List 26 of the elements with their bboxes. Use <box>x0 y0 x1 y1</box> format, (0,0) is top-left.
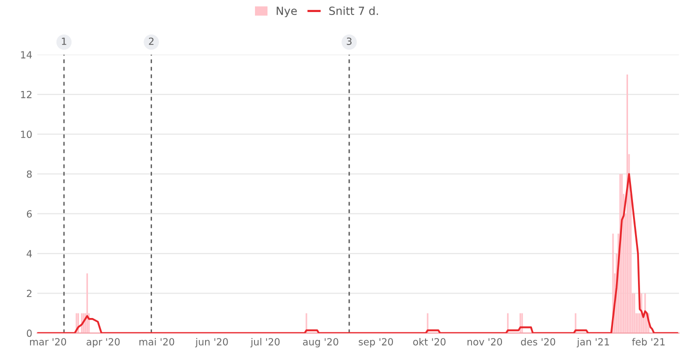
line-series <box>37 173 678 334</box>
x-tick-label: aug '20 <box>303 338 338 348</box>
ref-line-label: 3 <box>346 38 352 45</box>
ref-line-label: 2 <box>148 38 154 45</box>
x-tick-label: sep '20 <box>358 338 393 348</box>
y-tick-label: 0 <box>26 330 32 337</box>
legend-label: Snitt 7 d. <box>329 6 378 16</box>
legend-label: Nye <box>276 6 297 18</box>
y-tick-label: 14 <box>21 51 32 58</box>
y-tick-label: 10 <box>21 130 32 138</box>
x-tick-label: nov '20 <box>468 338 502 346</box>
x-tick-label: jun '20 <box>195 338 228 348</box>
x-tick-label: mai '20 <box>139 338 174 346</box>
y-tick-label: 8 <box>26 170 32 178</box>
y-tick-label: 6 <box>26 210 32 218</box>
x-tick-label: okt '20 <box>413 338 446 346</box>
x-tick-label: des '20 <box>521 338 556 346</box>
x-tick-label: mar '20 <box>30 338 66 346</box>
y-tick-label: 2 <box>26 290 32 297</box>
y-tick-label: 4 <box>26 250 32 258</box>
ref-line-label: 1 <box>62 38 66 45</box>
x-tick-label: jul '20 <box>250 338 280 348</box>
x-tick-label: jan '21 <box>576 338 609 348</box>
x-tick-label: feb '21 <box>632 338 665 346</box>
y-tick-label: 12 <box>21 90 32 98</box>
x-tick-label: apr '20 <box>86 338 120 348</box>
